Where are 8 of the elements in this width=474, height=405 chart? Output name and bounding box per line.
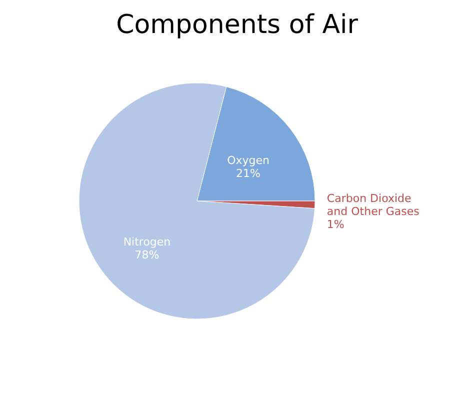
slice-label: Oxygen bbox=[227, 154, 270, 168]
data-label: 1% bbox=[326, 218, 344, 232]
slice-label: Carbon Dioxide and Other Gases bbox=[326, 192, 420, 218]
data-label: 21% bbox=[236, 167, 261, 180]
chart-title: Components of Air bbox=[116, 10, 358, 40]
data-label: 78% bbox=[134, 248, 160, 262]
pie-slice bbox=[78, 82, 316, 320]
slice-label: Nitrogen bbox=[123, 235, 171, 248]
